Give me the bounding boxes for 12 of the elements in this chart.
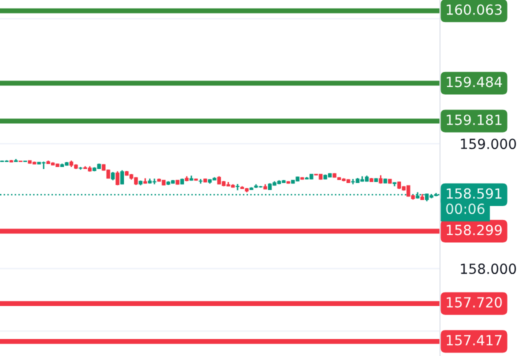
ref-line-label: 157.720	[446, 297, 502, 308]
ref-line-label: 157.417	[446, 335, 502, 346]
ref-line-label: 159.484	[446, 76, 502, 88]
ref-line-label: 160.063	[446, 4, 502, 15]
ref-line-label: 158.591	[446, 188, 502, 199]
ref-line-label: 158.299	[446, 224, 502, 236]
y-tick-label: 158.000	[460, 264, 516, 274]
candlestick	[116, 170, 120, 186]
y-tick-label: 159.000	[460, 138, 516, 150]
text: 00:06	[446, 204, 484, 214]
ref-line-label: 159.181	[446, 114, 502, 126]
candlestick	[120, 170, 124, 185]
